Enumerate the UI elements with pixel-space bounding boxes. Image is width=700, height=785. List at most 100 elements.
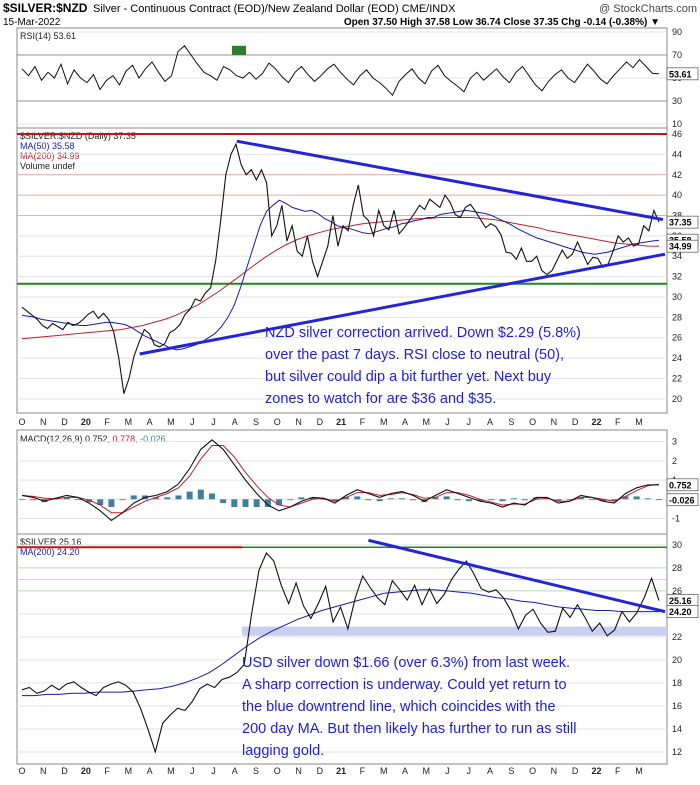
macd-histogram-bar [153,497,160,500]
nzd-x-tick: J [467,417,472,427]
rsi-value-tag-text: 53.61 [669,69,692,79]
usd-ma200-line [22,589,659,697]
nzd-price-tag-text: 37.35 [669,218,692,228]
macd-histogram-bar [533,497,540,500]
nzd-ma200-tag-box [666,239,699,253]
macd-histogram-bar [19,499,25,501]
macd-histogram-bar [410,499,417,501]
macd-histogram-bar [454,499,461,501]
macd-histogram-bar [242,499,249,507]
macd-histogram-bar [298,497,305,500]
usd-y-tick: 20 [672,655,682,665]
usd-y-tick: 14 [672,724,682,734]
macd-y-tick: 2 [672,456,677,466]
macd-histogram-bar [231,499,238,507]
usd-y-tick: 18 [672,678,682,688]
usd-x-tick: O [274,766,281,776]
nzd-ma200-line [21,217,660,340]
macd-histogram-bar [186,491,193,500]
macd-histogram-bar [376,499,383,502]
usd-y-tick: 22 [672,632,682,642]
nzd-y-tick: 34 [672,251,682,261]
nzd-x-tick: A [147,417,153,427]
nzd-y-tick: 44 [672,149,682,159]
macd-histogram-bar [644,498,651,500]
rsi-y-tick: 10 [672,119,682,129]
macd-histogram-bar [276,499,283,506]
usd-x-tick: M [125,766,133,776]
usd-x-tick: M [422,766,430,776]
macd-histogram-bar [175,495,182,500]
macd-histogram-bar [488,499,495,501]
nzd-x-tick: D [572,417,579,427]
usd-x-tick: D [61,766,68,776]
macd-histogram-bar [387,498,394,500]
rsi-line [21,45,660,97]
macd-legend-signal: 0.778 [113,434,136,444]
nzd-legend-ma50: MA(50) 35.58 [20,141,75,151]
macd-histogram-bar [432,497,439,500]
macd-histogram-bar [108,499,115,507]
usd-annotation-line-1: USD silver down $1.66 (over 6.3%) from l… [242,655,570,671]
usd-y-tick: 30 [672,540,682,550]
macd-legend: MACD(12,26,9) 0.752, 0.778, -0.026 [20,434,166,444]
nzd-x-tick: A [402,417,408,427]
rsi-y-tick: 70 [672,50,682,60]
usd-x-tick: A [487,766,493,776]
nzd-downtrend-line [236,139,664,222]
usd-ma200-tag: 24.20 [666,605,699,618]
nzd-y-tick: 40 [672,190,682,200]
usd-x-tick: A [147,766,153,776]
macd-histogram-bar [365,499,372,501]
nzd-y-tick: 24 [672,353,682,363]
usd-annotation-line-2: A sharp correction is underway. Could ye… [242,677,567,693]
usd-legend-ma200: MA(200) 24.20 [20,547,80,557]
macd-histogram-bar [253,499,260,507]
nzd-x-tick: J [445,417,450,427]
usd-x-tick: O [529,766,536,776]
usd-x-tick: J [445,766,450,776]
nzd-y-tick: 30 [672,292,682,302]
usd-annotation: USD silver down $1.66 (over 6.3%) from l… [242,655,581,759]
rsi-overbought-fill [232,45,246,55]
nzd-uptrend-line [139,252,666,356]
macd-histogram-bar [74,499,81,501]
nzd-x-tick: 22 [591,417,601,427]
nzd-x-tick: J [190,417,195,427]
usd-legend-price: $SILVER 25.16 [20,537,81,547]
nzd-annotation: NZD silver correction arrived. Down $2.2… [265,325,585,407]
macd-histogram-bar [208,493,215,500]
nzd-x-tick: O [529,417,536,427]
macd-histogram-bar [320,499,327,501]
usd-x-tick: M [380,766,388,776]
usd-x-tick: N [295,766,302,776]
usd-x-tick: N [551,766,558,776]
nzd-ma200-tag: 34.99 [666,239,699,253]
usd-ma200-tag-text: 24.20 [669,607,692,617]
nzd-x-tick: A [487,417,493,427]
usd-annotation-line-5: lagging gold. [242,743,324,759]
macd-histogram-bar [264,499,271,507]
usd-x-tick: A [232,766,238,776]
nzd-x-tick: N [295,417,302,427]
usd-x-tick: D [572,766,579,776]
rsi-value-tag: 53.61 [666,67,699,81]
nzd-y-tick: 28 [672,312,682,322]
usd-y-tick: 26 [672,586,682,596]
usd-y-tick: 12 [672,747,682,757]
usd-x-tick: A [402,766,408,776]
nzd-x-tick: M [422,417,430,427]
usd-x-tick: F [615,766,621,776]
usd-annotation-line-3: the blue downtrend line, which coincides… [242,699,556,715]
rsi-y-tick: 90 [672,27,682,37]
macd-hist-tag: -0.026 [666,493,699,507]
nzd-price-line [21,142,660,394]
chart-date: 15-Mar-2022 [3,17,61,28]
usd-x-tick: F [104,766,110,776]
usd-x-tick: 21 [336,766,346,776]
nzd-ma200-tag-text: 34.99 [669,242,692,252]
usd-x-tick: S [508,766,514,776]
usd-ma200-tag-box [666,605,699,618]
usd-x-tick: D [317,766,324,776]
